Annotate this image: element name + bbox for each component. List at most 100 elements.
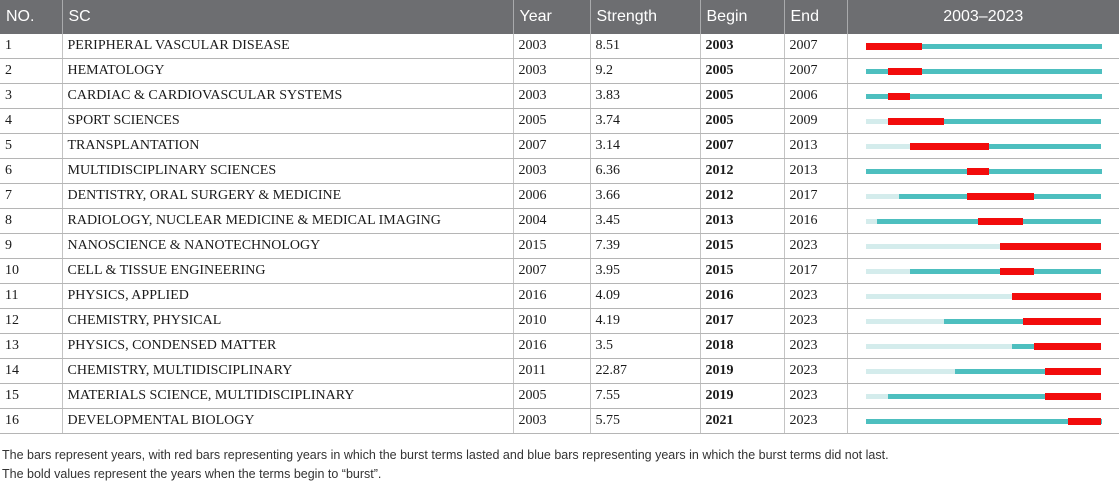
table-row: 1 PERIPHERAL VASCULAR DISEASE 2003 8.51 2003… <box>0 34 1119 60</box>
cell-no: 3 <box>0 83 62 110</box>
cell-timeline <box>846 158 1119 185</box>
cell-begin: 2005 <box>699 83 784 110</box>
active-years-bar <box>865 419 1102 425</box>
inactive-years-bar <box>865 244 1001 250</box>
cell-begin: 2019 <box>699 383 784 410</box>
timeline-track <box>848 409 1102 433</box>
cell-begin: 2016 <box>699 283 784 310</box>
burst-table: NO. SC Year Strength Begin End 2003–2023… <box>0 0 1119 435</box>
cell-end: 2023 <box>783 283 847 310</box>
active-years-bar <box>887 119 1102 125</box>
timeline-track <box>848 209 1102 233</box>
timeline-track <box>848 109 1102 133</box>
inactive-years-bar <box>865 194 900 200</box>
cell-begin: 2017 <box>699 308 784 335</box>
cell-end: 2023 <box>783 383 847 410</box>
burst-years-bar <box>1045 368 1102 376</box>
cell-sc: PHYSICS, CONDENSED MATTER <box>61 333 513 360</box>
cell-year: 2010 <box>512 308 590 335</box>
burst-years-bar <box>1000 268 1035 276</box>
inactive-years-bar <box>865 319 945 325</box>
cell-end: 2023 <box>783 358 847 385</box>
note-line-2: The bold values represent the years when… <box>2 467 382 481</box>
timeline-track <box>848 309 1102 333</box>
cell-strength: 3.83 <box>589 83 700 110</box>
cell-timeline <box>846 283 1119 310</box>
cell-timeline <box>846 358 1119 385</box>
cell-begin: 2005 <box>699 108 784 135</box>
inactive-years-bar <box>865 144 911 150</box>
inactive-years-bar <box>865 269 911 275</box>
cell-sc: CELL & TISSUE ENGINEERING <box>61 258 513 285</box>
cell-no: 13 <box>0 333 62 360</box>
table-row: 11 PHYSICS, APPLIED 2016 4.09 2016 2023 <box>0 283 1119 310</box>
cell-sc: CARDIAC & CARDIOVASCULAR SYSTEMS <box>61 83 513 110</box>
cell-year: 2011 <box>512 358 590 385</box>
cell-timeline <box>846 208 1119 235</box>
table-row: 15 MATERIALS SCIENCE, MULTIDISCIPLINARY 20… <box>0 383 1119 410</box>
cell-year: 2003 <box>512 34 590 60</box>
burst-years-bar <box>966 193 1035 201</box>
cell-strength: 4.09 <box>589 283 700 310</box>
cell-sc: SPORT SCIENCES <box>61 108 513 135</box>
cell-no: 9 <box>0 233 62 260</box>
burst-years-bar <box>1011 293 1102 301</box>
cell-no: 10 <box>0 258 62 285</box>
table-row: 5 TRANSPLANTATION 2007 3.14 2007 2013 <box>0 133 1119 160</box>
cell-strength: 3.66 <box>589 183 700 210</box>
timeline-track <box>848 384 1102 408</box>
header-row: NO. SC Year Strength Begin End 2003–2023 <box>0 0 1119 34</box>
cell-begin: 2015 <box>699 258 784 285</box>
timeline-track <box>848 34 1102 58</box>
cell-sc: DEVELOPMENTAL BIOLOGY <box>61 408 513 435</box>
table-body: 1 PERIPHERAL VASCULAR DISEASE 2003 8.51 2003… <box>0 34 1119 435</box>
cell-strength: 3.5 <box>589 333 700 360</box>
cell-begin: 2005 <box>699 58 784 85</box>
inactive-years-bar <box>865 294 1012 300</box>
active-years-bar <box>944 319 1102 325</box>
cell-no: 5 <box>0 133 62 160</box>
timeline-track <box>848 259 1102 283</box>
cell-begin: 2021 <box>699 408 784 435</box>
table-row: 13 PHYSICS, CONDENSED MATTER 2016 3.5 2018 20… <box>0 333 1119 360</box>
table-row: 2 HEMATOLOGY 2003 9.2 2005 2007 <box>0 58 1119 85</box>
cell-year: 2005 <box>512 383 590 410</box>
cell-end: 2016 <box>783 208 847 235</box>
cell-no: 4 <box>0 108 62 135</box>
cell-no: 16 <box>0 408 62 435</box>
cell-year: 2003 <box>512 158 590 185</box>
header-year: Year <box>512 0 590 34</box>
inactive-years-bar <box>865 369 956 375</box>
cell-year: 2016 <box>512 283 590 310</box>
cell-sc: NANOSCIENCE & NANOTECHNOLOGY <box>61 233 513 260</box>
cell-sc: PHYSICS, APPLIED <box>61 283 513 310</box>
cell-no: 7 <box>0 183 62 210</box>
burst-years-bar <box>887 93 911 101</box>
header-end: End <box>783 0 847 34</box>
table-row: 3 CARDIAC & CARDIOVASCULAR SYSTEMS 2003 3.8… <box>0 83 1119 110</box>
table-row: 10 CELL & TISSUE ENGINEERING 2007 3.95 2015 2… <box>0 258 1119 285</box>
burst-years-bar <box>1000 243 1102 251</box>
cell-strength: 3.45 <box>589 208 700 235</box>
cell-no: 12 <box>0 308 62 335</box>
cell-no: 1 <box>0 34 62 60</box>
header-sc: SC <box>61 0 513 34</box>
timeline-track <box>848 159 1102 183</box>
cell-timeline <box>846 34 1119 60</box>
burst-years-bar <box>966 168 990 176</box>
burst-years-bar <box>865 43 922 51</box>
table-row: 9 NANOSCIENCE & NANOTECHNOLOGY 2015 7.39 201… <box>0 233 1119 260</box>
cell-year: 2004 <box>512 208 590 235</box>
header-timeline: 2003–2023 <box>846 0 1119 34</box>
cell-sc: CHEMISTRY, MULTIDISCIPLINARY <box>61 358 513 385</box>
cell-strength: 8.51 <box>589 34 700 60</box>
cell-end: 2007 <box>783 34 847 60</box>
active-years-bar <box>910 144 1102 150</box>
cell-begin: 2012 <box>699 158 784 185</box>
active-years-bar <box>865 69 1102 75</box>
cell-sc: DENTISTRY, ORAL SURGERY & MEDICINE <box>61 183 513 210</box>
cell-strength: 3.14 <box>589 133 700 160</box>
cell-sc: PERIPHERAL VASCULAR DISEASE <box>61 34 513 60</box>
cell-timeline <box>846 233 1119 260</box>
cell-begin: 2018 <box>699 333 784 360</box>
